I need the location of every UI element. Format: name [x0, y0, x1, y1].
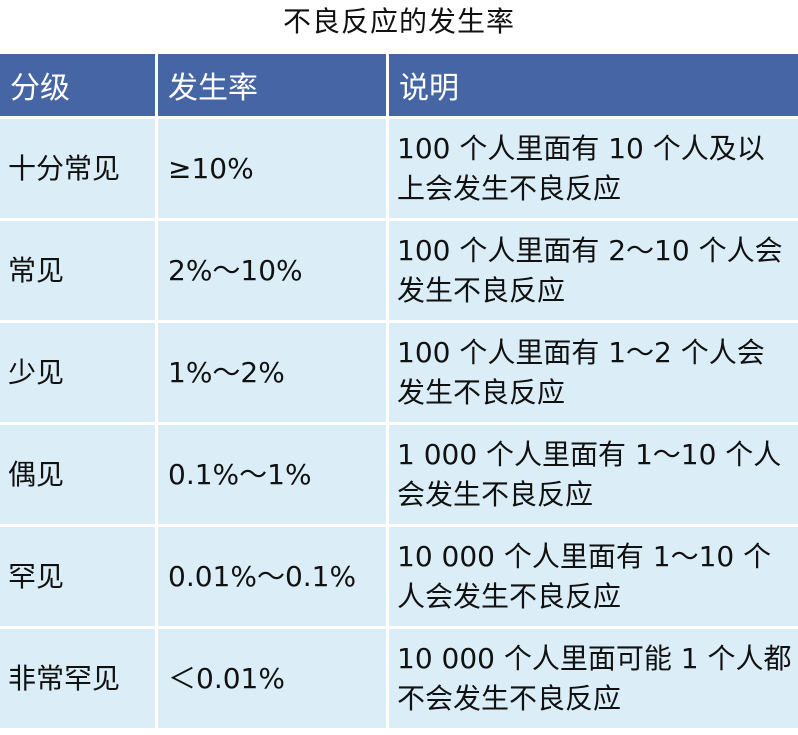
- description-cell: 10 000 个人里面可能 1 个人都不会发生不良反应: [389, 626, 798, 728]
- grade-cell: 罕见: [0, 524, 158, 626]
- rate-cell: ≥10%: [158, 116, 389, 218]
- rate-cell: 0.1%～1%: [158, 422, 389, 524]
- grade-cell: 少见: [0, 320, 158, 422]
- adverse-reaction-rate-table: 分级 发生率 说明 十分常见 ≥10% 100 个人里面有 10 个人及以上会发…: [0, 54, 798, 728]
- table-row: 非常罕见 ＜0.01% 10 000 个人里面可能 1 个人都不会发生不良反应: [0, 626, 798, 728]
- grade-cell: 十分常见: [0, 116, 158, 218]
- rate-cell: 2%～10%: [158, 218, 389, 320]
- table-row: 常见 2%～10% 100 个人里面有 2～10 个人会发生不良反应: [0, 218, 798, 320]
- table-header-row: 分级 发生率 说明: [0, 54, 798, 116]
- grade-cell: 非常罕见: [0, 626, 158, 728]
- rate-cell: ＜0.01%: [158, 626, 389, 728]
- column-header-description: 说明: [389, 54, 798, 116]
- description-cell: 10 000 个人里面有 1～10 个人会发生不良反应: [389, 524, 798, 626]
- description-cell: 1 000 个人里面有 1～10 个人会发生不良反应: [389, 422, 798, 524]
- description-cell: 100 个人里面有 1～2 个人会发生不良反应: [389, 320, 798, 422]
- grade-cell: 常见: [0, 218, 158, 320]
- grade-cell: 偶见: [0, 422, 158, 524]
- rate-cell: 1%～2%: [158, 320, 389, 422]
- page-title: 不良反应的发生率: [282, 5, 515, 38]
- description-cell: 100 个人里面有 2～10 个人会发生不良反应: [389, 218, 798, 320]
- description-cell: 100 个人里面有 10 个人及以上会发生不良反应: [389, 116, 798, 218]
- table-row: 罕见 0.01%～0.1% 10 000 个人里面有 1～10 个人会发生不良反…: [0, 524, 798, 626]
- column-header-grade: 分级: [0, 54, 158, 116]
- table-row: 少见 1%～2% 100 个人里面有 1～2 个人会发生不良反应: [0, 320, 798, 422]
- table-row: 十分常见 ≥10% 100 个人里面有 10 个人及以上会发生不良反应: [0, 116, 798, 218]
- rate-cell: 0.01%～0.1%: [158, 524, 389, 626]
- column-header-rate: 发生率: [158, 54, 389, 116]
- table-row: 偶见 0.1%～1% 1 000 个人里面有 1～10 个人会发生不良反应: [0, 422, 798, 524]
